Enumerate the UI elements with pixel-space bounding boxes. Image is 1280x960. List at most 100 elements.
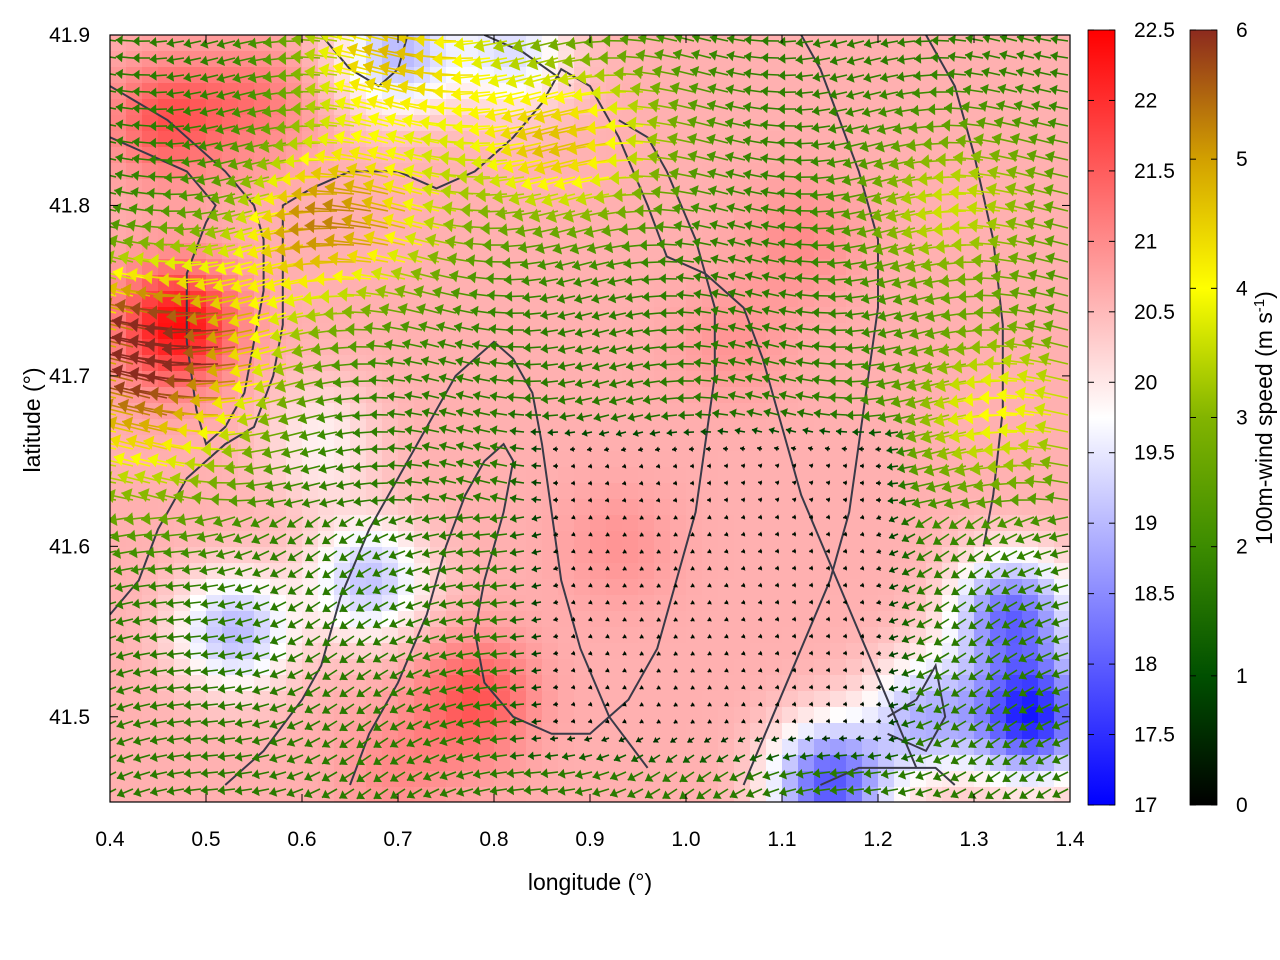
heat-cell xyxy=(862,563,879,580)
heat-cell xyxy=(654,451,671,468)
heat-cell xyxy=(814,723,831,740)
heat-cell xyxy=(590,563,607,580)
heat-cell xyxy=(766,547,783,564)
heat-cell xyxy=(206,691,223,708)
heat-cell xyxy=(110,499,127,516)
heat-cell xyxy=(846,403,863,420)
heat-cell xyxy=(398,259,415,276)
heat-cell xyxy=(174,723,191,740)
heat-cell xyxy=(654,579,671,596)
heat-cell xyxy=(302,659,319,676)
heat-cell xyxy=(574,675,591,692)
heat-cell xyxy=(686,643,703,660)
heat-cell xyxy=(462,547,479,564)
heat-cell xyxy=(222,563,239,580)
heat-cell xyxy=(814,499,831,516)
heat-cell xyxy=(574,579,591,596)
heat-cell xyxy=(670,371,687,388)
heat-cell xyxy=(430,707,447,724)
heat-cell xyxy=(142,179,159,196)
heat-cell xyxy=(270,435,287,452)
heat-cell xyxy=(478,739,495,756)
heat-cell xyxy=(862,467,879,484)
heat-cell xyxy=(750,643,767,660)
heat-cell xyxy=(190,643,207,660)
heat-cell xyxy=(718,579,735,596)
heat-cell xyxy=(670,499,687,516)
heat-cell xyxy=(702,579,719,596)
heat-cell xyxy=(1022,499,1039,516)
heat-cell xyxy=(622,755,639,772)
heat-cell xyxy=(318,355,335,372)
heat-cell xyxy=(222,707,239,724)
heat-cell xyxy=(158,739,175,756)
heat-cell xyxy=(334,707,351,724)
heat-cell xyxy=(174,707,191,724)
heat-cell xyxy=(766,499,783,516)
heat-cell xyxy=(766,595,783,612)
heat-cell xyxy=(814,643,831,660)
heat-cell xyxy=(766,515,783,532)
heat-cell xyxy=(222,739,239,756)
heat-cell xyxy=(190,723,207,740)
heat-cell xyxy=(622,675,639,692)
heat-cell xyxy=(606,51,623,68)
heat-cell xyxy=(766,531,783,548)
heat-cell xyxy=(830,499,847,516)
heat-cell xyxy=(158,723,175,740)
heat-cell xyxy=(846,531,863,548)
heat-cell xyxy=(670,611,687,628)
heat-cell xyxy=(478,499,495,516)
heat-cell xyxy=(766,483,783,500)
heat-cell xyxy=(750,243,767,260)
heat-cell xyxy=(654,723,671,740)
heat-cell xyxy=(350,435,367,452)
heat-cell xyxy=(766,115,783,132)
heat-cell xyxy=(574,515,591,532)
heat-cell xyxy=(766,227,783,244)
heat-cell xyxy=(446,739,463,756)
heat-cell xyxy=(782,643,799,660)
heat-cell xyxy=(270,483,287,500)
heat-cell xyxy=(510,499,527,516)
heat-cell xyxy=(270,499,287,516)
heat-cell xyxy=(734,467,751,484)
heat-cell xyxy=(782,515,799,532)
heat-cell xyxy=(638,627,655,644)
heat-cell xyxy=(238,771,255,788)
heat-cell xyxy=(510,547,527,564)
heat-cell xyxy=(782,531,799,548)
heat-cell xyxy=(302,595,319,612)
heat-cell xyxy=(558,627,575,644)
heat-cell xyxy=(782,483,799,500)
heat-cell xyxy=(126,643,143,660)
heat-cell xyxy=(334,627,351,644)
heat-cell xyxy=(414,499,431,516)
heat-cell xyxy=(638,723,655,740)
heat-cell xyxy=(222,387,239,404)
heat-cell xyxy=(606,659,623,676)
heat-cell xyxy=(846,675,863,692)
heat-cell xyxy=(126,35,143,52)
heat-cell xyxy=(1054,435,1070,452)
heat-cell xyxy=(590,627,607,644)
heat-cell xyxy=(654,515,671,532)
heat-cell xyxy=(302,739,319,756)
heat-cell xyxy=(670,323,687,340)
heat-cell xyxy=(638,467,655,484)
heat-cell xyxy=(398,419,415,436)
heat-cell xyxy=(766,99,783,116)
heat-cell xyxy=(1054,227,1070,244)
heat-cell xyxy=(590,531,607,548)
heat-cell xyxy=(110,51,127,68)
heat-cell xyxy=(766,35,783,52)
heat-cell xyxy=(686,659,703,676)
heat-cell xyxy=(686,723,703,740)
heat-cell xyxy=(734,531,751,548)
heat-cell xyxy=(750,627,767,644)
heat-cell xyxy=(142,195,159,212)
heat-cell xyxy=(366,643,383,660)
heat-cell xyxy=(142,67,159,84)
heat-cell xyxy=(750,531,767,548)
heat-cell xyxy=(494,291,511,308)
